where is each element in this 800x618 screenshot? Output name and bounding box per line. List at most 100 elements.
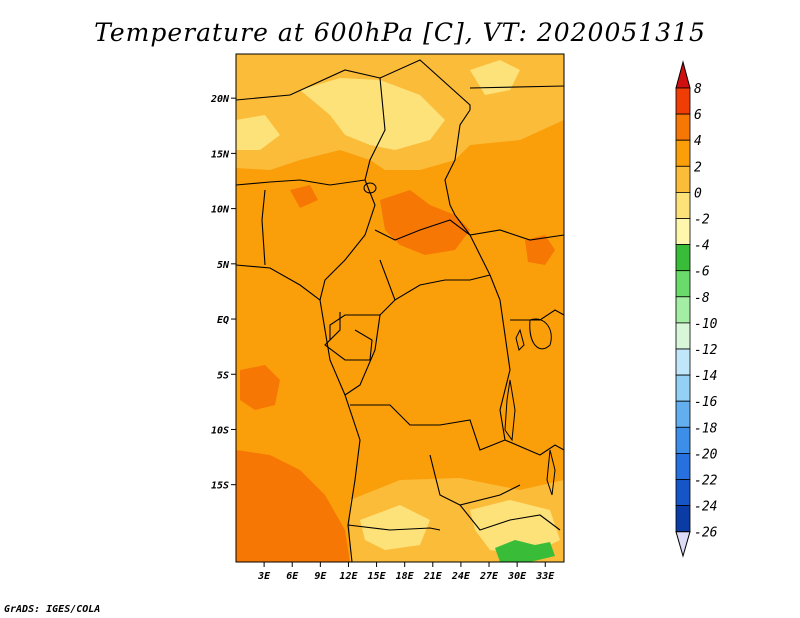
border-algeria-niger [236, 69, 381, 101]
lat-tick-label: 15N [211, 149, 230, 160]
colorbar-label: -20 [694, 447, 718, 462]
colorbar-label: -8 [694, 291, 710, 306]
colorbar-segment [675, 270, 691, 298]
lat-tick-label: EQ [217, 315, 229, 326]
colorbar-label: 4 [694, 134, 702, 149]
lon-tick-label: 6E [286, 571, 299, 582]
colorbar-segment [675, 296, 691, 324]
lon-tick-label: 24E [451, 571, 471, 582]
colorbar-segment [675, 87, 691, 115]
colorbar-label: 0 [694, 186, 702, 201]
border-congo-drc [344, 314, 381, 396]
border-niger-chad [364, 77, 386, 181]
colorbar-label: -26 [694, 526, 718, 541]
colorbar-label: -14 [694, 369, 717, 384]
colorbar: 8 6 4 2 0 -2 -4 -6 -8 -10 -12 -14 -16 -18 -20 -22 -24 -26 [675, 60, 718, 558]
colorbar-bottom-arrow [675, 531, 691, 558]
colorbar-top-arrow [675, 60, 691, 89]
lake-victoria [529, 318, 552, 350]
lon-tick-label: 27E [479, 571, 499, 582]
colorbar-segment [675, 452, 691, 480]
colorbar-segment [675, 322, 691, 350]
colorbar-segment [675, 244, 691, 272]
map-frame [235, 53, 565, 563]
lon-tick-label: 9E [314, 571, 327, 582]
colorbar-segment [675, 139, 691, 167]
border-cameroon-car [374, 219, 491, 276]
lat-tick-label: 15S [211, 481, 229, 492]
field-southeast-pale [470, 500, 560, 555]
border-egypt-sudan [469, 85, 564, 89]
border-drc-east [489, 274, 511, 441]
border-drc-angola [350, 404, 506, 451]
lat-ticks: 20N 15N 10N 5N EQ 5S 10S 15S [210, 94, 236, 492]
map-title: Temperature at 600hPa [C], VT: 202005131… [94, 18, 706, 47]
border-zambia-south [459, 504, 561, 531]
colorbar-segment [675, 113, 691, 141]
lon-tick-label: 12E [339, 571, 358, 582]
grads-credit: GrADS: IGES/COLA [4, 604, 101, 615]
colorbar-segment [675, 165, 691, 193]
lon-tick-label: 3E [257, 571, 271, 582]
colorbar-segment [675, 374, 691, 402]
colorbar-segment [675, 191, 691, 219]
lat-tick-label: 10S [211, 425, 229, 436]
field-northwest-warm [290, 185, 318, 208]
colorbar-label: -12 [694, 343, 718, 358]
lakes [363, 182, 556, 496]
lon-ticks: 3E 6E 9E 12E 15E 18E 21E 24E 27E 30E 33E [257, 562, 555, 582]
colorbar-segment [675, 505, 691, 533]
lake-malawi [546, 449, 556, 496]
border-coast-west [236, 264, 361, 562]
colorbar-label: -2 [694, 213, 710, 228]
lon-tick-label: 15E [368, 571, 387, 582]
border-nigeria-cameroon [319, 179, 376, 301]
colorbar-segment [675, 426, 691, 454]
lake-chad [363, 182, 377, 194]
border-angola-namibia [347, 524, 441, 531]
field-east-warm [525, 235, 555, 265]
lat-tick-label: 5S [217, 370, 229, 381]
border-gabon [324, 312, 373, 361]
border-tanzania [504, 439, 564, 456]
colorbar-label: -24 [694, 500, 717, 515]
temperature-field [236, 54, 564, 562]
lon-tick-label: 21E [423, 571, 443, 582]
colorbar-label: -18 [694, 421, 718, 436]
field-south-green [495, 540, 555, 562]
field-southwest-warm [236, 450, 350, 562]
field-north-pale-3 [236, 115, 280, 150]
field-north-pale-2 [470, 60, 520, 95]
lat-tick-label: 20N [210, 94, 230, 105]
colorbar-segment [675, 218, 691, 246]
lon-tick-label: 18E [396, 571, 415, 582]
border-chad-sudan [444, 109, 471, 216]
border-sudan-ss [454, 214, 564, 241]
colorbar-label: -10 [694, 317, 718, 332]
colorbar-label: 2 [694, 160, 702, 175]
field-north-pale [300, 78, 445, 150]
border-drc-north [329, 299, 396, 340]
border-nigeria-niger [236, 179, 366, 186]
lon-tick-label: 30E [507, 571, 527, 582]
field-south-pale [360, 505, 430, 550]
border-uganda-kenya [510, 309, 564, 321]
lon-tick-label: 33E [535, 571, 555, 582]
border-car-south [379, 259, 491, 301]
lat-tick-label: 10N [211, 205, 230, 216]
colorbar-segment [675, 348, 691, 376]
lake-tanganyika [504, 379, 516, 442]
lat-tick-label: 5N [217, 260, 230, 271]
field-central-warm [380, 190, 470, 255]
border-benin [261, 189, 266, 266]
border-libya-chad [379, 59, 471, 110]
colorbar-segment [675, 479, 691, 507]
colorbar-label: -6 [694, 265, 710, 280]
country-borders [236, 59, 564, 562]
colorbar-label: -4 [694, 239, 710, 254]
colorbar-label: -16 [694, 395, 718, 410]
field-west-warm [240, 365, 280, 410]
colorbar-segment [675, 400, 691, 428]
colorbar-label: 8 [694, 82, 702, 97]
